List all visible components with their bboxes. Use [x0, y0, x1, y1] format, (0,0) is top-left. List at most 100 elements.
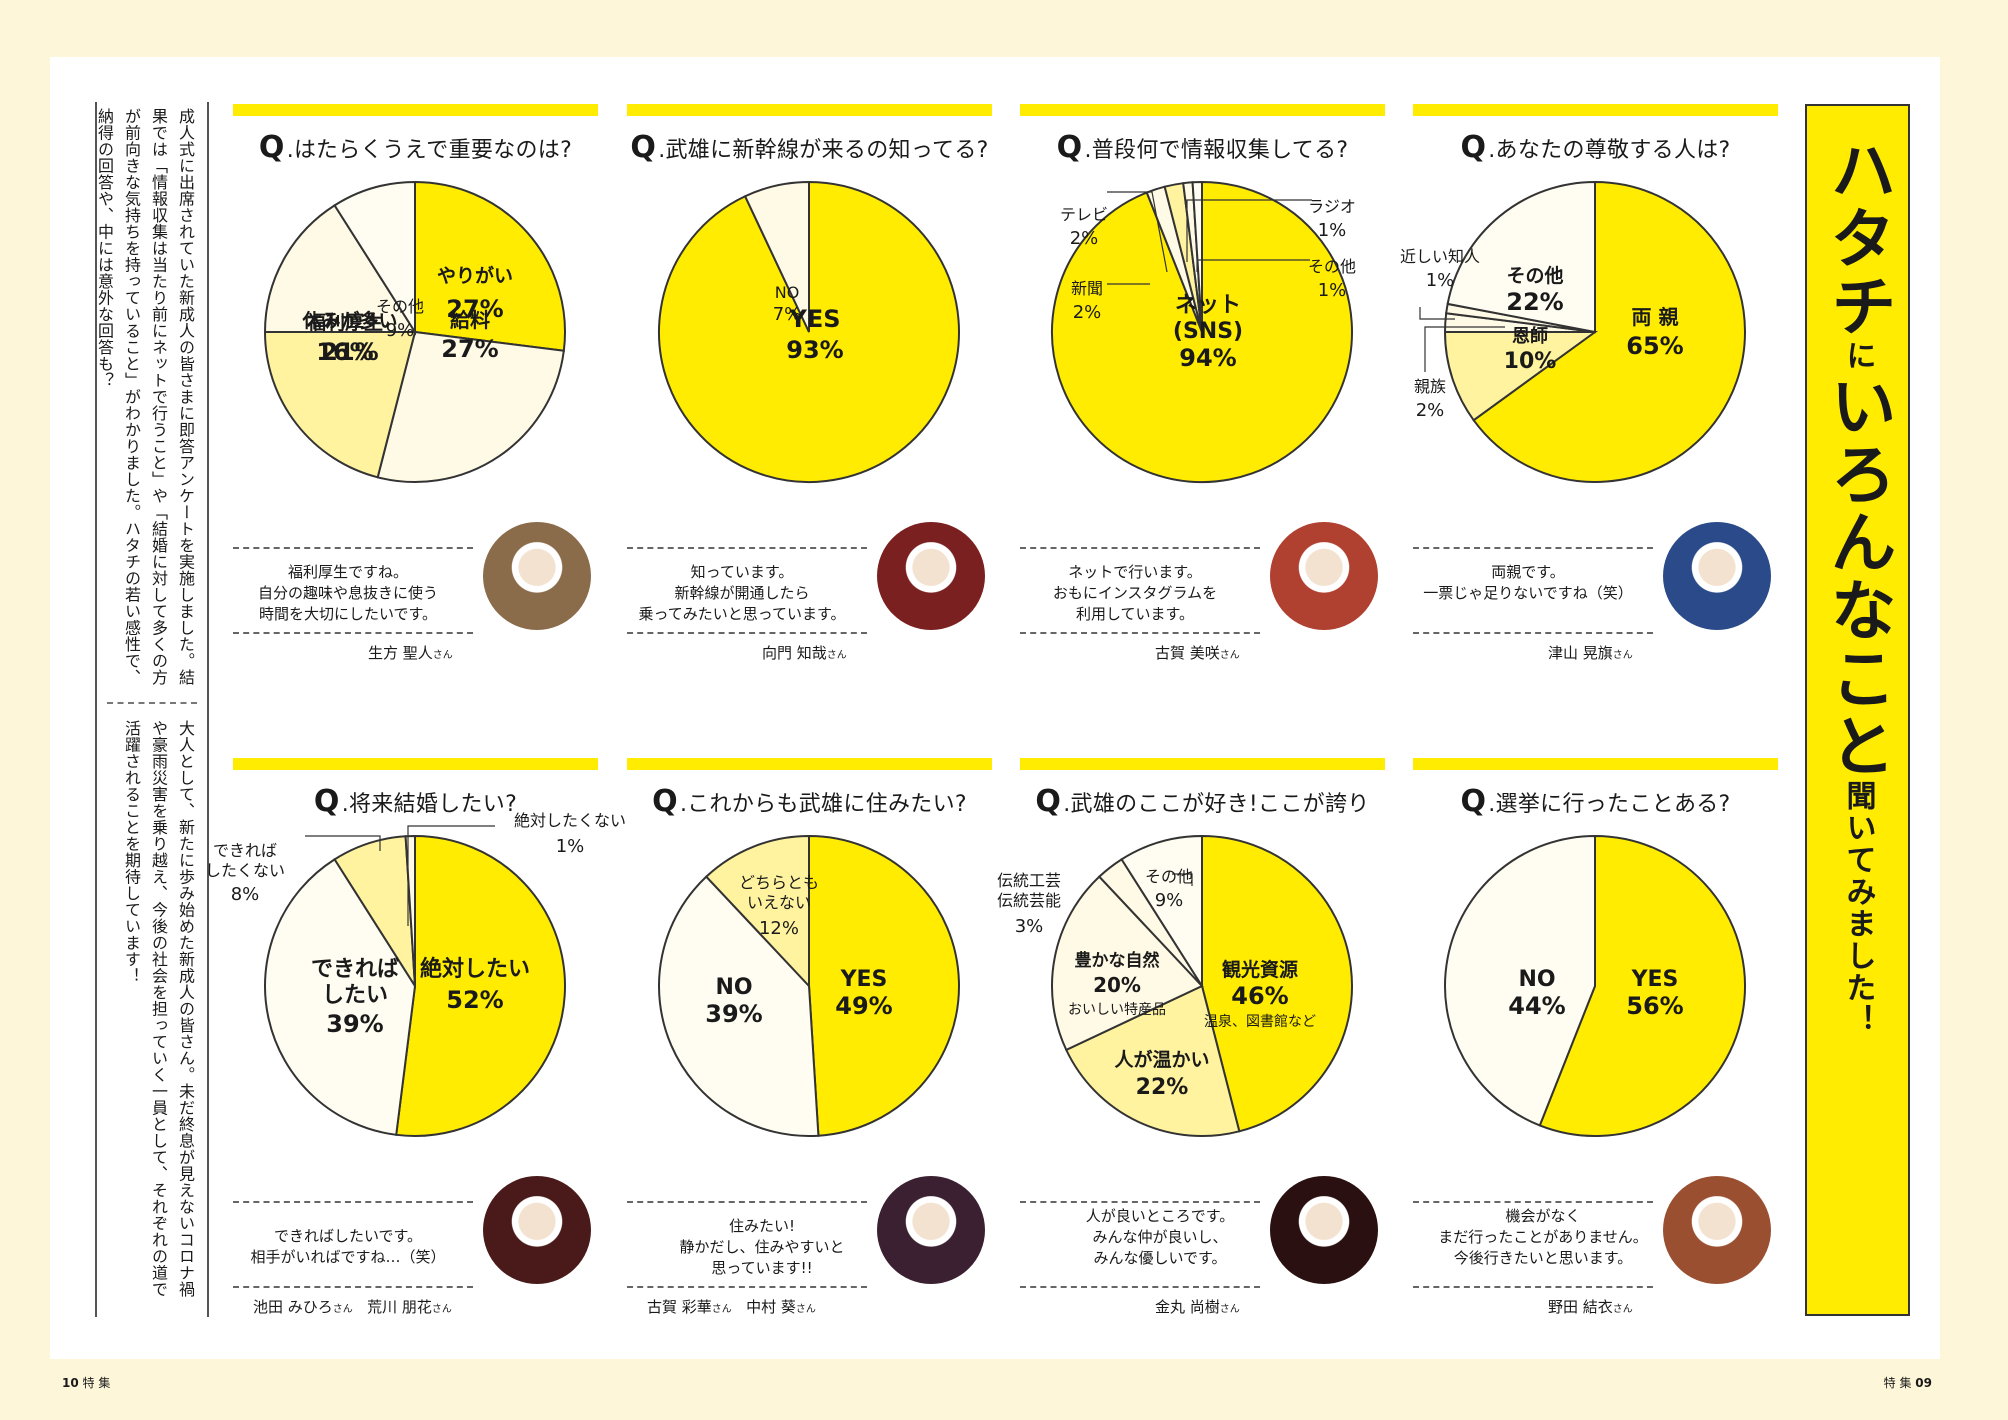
respondent-name: 古賀 美咲さん [1155, 644, 1240, 662]
slice-label: 豊かな自然 [1075, 950, 1160, 971]
slice-value: 2% [1073, 302, 1102, 323]
slice-value: 21% [321, 338, 378, 366]
slice-label: できれば [311, 957, 399, 982]
respondent-name: 池田 みひろさん 荒川 朋花さん [253, 1298, 452, 1316]
slice-label: 新聞 [1071, 279, 1103, 298]
pie-slice [414, 180, 566, 352]
respondent-name: 古賀 彩華さん 中村 葵さん [647, 1298, 816, 1316]
slice-label: その他 [1506, 264, 1563, 287]
respondent-name: 生方 聖人さん [368, 644, 453, 662]
slice-label: 福利厚生 [306, 311, 383, 334]
leader-line [1186, 199, 1312, 262]
pie-slice [743, 180, 810, 333]
pie-slice [1051, 875, 1204, 1052]
quote-divider [1020, 1201, 1260, 1203]
question-text: .普段何で情報収集してる? [1084, 138, 1349, 163]
slice-label: 伝統工芸 [997, 871, 1061, 890]
quote-divider [1020, 632, 1260, 634]
leader-line [1172, 873, 1193, 886]
quote-divider [1413, 632, 1653, 634]
slice-value: 8% [231, 884, 260, 905]
respondent-name: 野田 結衣さん [1548, 1298, 1633, 1316]
slice-value: 9% [1155, 890, 1184, 911]
slice-label: YES [788, 305, 840, 333]
intro-column: 成人式に出席されていた新成人の皆さまに即答アンケートを実施しました。結果では「情… [95, 102, 209, 1317]
slice-label: (SNS) [1173, 319, 1243, 344]
slice-label: 両 親 [1632, 305, 1679, 329]
slice-label: 伝統芸能 [997, 891, 1061, 910]
slice-value: 49% [835, 992, 892, 1020]
question-text: .武雄のここが好き!ここが誇り [1063, 792, 1370, 817]
quote-divider [233, 1286, 473, 1288]
pie-slice [1446, 180, 1596, 334]
q-mark: Q [1056, 130, 1083, 165]
slice-value: 2% [1070, 228, 1099, 249]
slice-value: 20% [1093, 973, 1141, 997]
yellow-bar [233, 104, 598, 116]
page-number-right: 特 集 09 [1883, 1376, 1932, 1390]
slice-label: おいしい特産品 [1068, 1002, 1166, 1018]
slice-label: したくない [205, 861, 285, 880]
slice-label: 人が温かい [1114, 1048, 1209, 1071]
slice-label: 恩師 [1512, 325, 1548, 347]
question-title: Q.はたらくうえで重要なのは? [233, 130, 598, 165]
slice-label: NO [775, 283, 800, 302]
slice-label: テレビ [1060, 205, 1108, 224]
slice-value: 3% [1015, 916, 1044, 937]
yellow-bar [1020, 104, 1385, 116]
pie-slice [263, 331, 417, 479]
slice-label: やりがい [437, 264, 513, 287]
feature-title-box: ハタチにいろんなこと聞いてみました！ [1805, 104, 1910, 1316]
q-mark: Q [1460, 130, 1487, 165]
slice-value: 39% [326, 1010, 383, 1038]
respondent-quote: 人が良いところです。 みんな仲が良いし、 みんな優しいです。 [1085, 1207, 1235, 1267]
quote-divider [627, 632, 867, 634]
intro-paragraph-1: 成人式に出席されていた新成人の皆さまに即答アンケートを実施しました。結果では「情… [95, 108, 195, 686]
question-title: Q.これからも武雄に住みたい? [627, 784, 992, 819]
slice-label: その他 [1308, 257, 1356, 276]
respondent-quote: 機会がなく まだ行ったことがありません。 今後行きたいと思います。 [1438, 1207, 1648, 1267]
pie-slice [263, 203, 417, 333]
slice-value: 2% [1416, 400, 1445, 421]
slice-value: 7% [773, 304, 802, 325]
yellow-bar [1020, 758, 1385, 770]
slice-label: YES [1631, 967, 1679, 992]
question-text: .選挙に行ったことある? [1488, 792, 1731, 817]
leader-line [1419, 307, 1455, 320]
quote-divider [233, 1201, 473, 1203]
quote-divider [233, 632, 473, 634]
respondent-photo [483, 1176, 591, 1284]
pie-slice [704, 834, 810, 989]
slice-value: 1% [1318, 280, 1347, 301]
pie-slice [658, 875, 820, 1137]
slice-value: 9% [386, 320, 415, 341]
survey-panel: Q.選挙に行ったことある? YES 56% NO 44% 機会がなく まだ行ったことがあり… [1413, 758, 1778, 1318]
question-text: .これからも武雄に住みたい? [679, 792, 967, 817]
slice-value: 46% [1231, 982, 1288, 1010]
slice-label: 給料 [450, 308, 490, 332]
survey-panel: Q.将来結婚したい? 絶対したい 52% できれば したい 39% できれば したくない 8% 絶… [205, 758, 626, 1318]
slice-value: 22% [1506, 288, 1563, 316]
question-text: .将来結婚したい? [341, 792, 518, 817]
q-mark: Q [630, 130, 657, 165]
slice-label: YES [840, 967, 888, 992]
survey-panel: Q.普段何で情報収集してる? ネット (SNS) 94% 新聞 2% テレビ 2% ラジオ 1% そ… [1020, 104, 1385, 664]
slice-value: 16% [316, 338, 373, 366]
respondent-quote: 両親です。 一票じゃ足りないですね（笑） [1423, 563, 1633, 602]
pie-slice [1201, 834, 1353, 1133]
survey-panel: Q.これからも武雄に住みたい? YES 49% NO 39% どちらとも いえない 12% 住み… [627, 758, 992, 1318]
slice-label: 絶対したい [420, 956, 530, 982]
leader-line [305, 835, 381, 851]
respondent-photo [877, 522, 985, 630]
slice-label: したい [322, 983, 388, 1008]
pie-slice [1538, 834, 1746, 1137]
slice-value: 22% [1136, 1075, 1189, 1100]
respondent-quote: ネットで行います。 おもにインスタグラムを 利用しています。 [1052, 563, 1218, 623]
respondent-name: 向門 知哉さん [762, 644, 847, 662]
pie-chart: ネット(SNS)94% 新聞 2% テレビ 2% ラジオ 1% その他 1% [1051, 180, 1356, 483]
leader-line [1424, 326, 1505, 372]
q-mark: Q [1460, 784, 1487, 819]
